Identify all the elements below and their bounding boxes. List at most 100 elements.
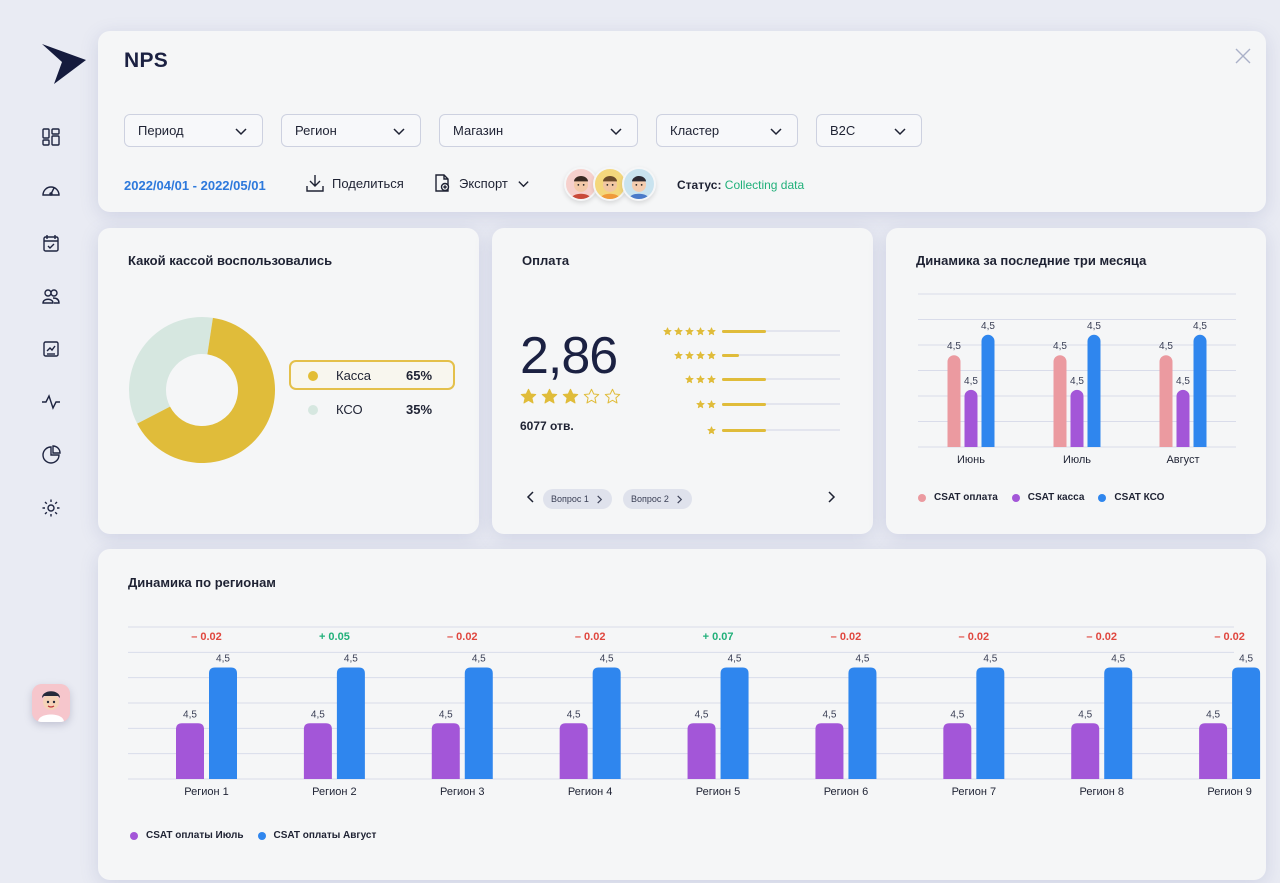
bar-value-label: 4,5 [567,709,581,720]
star-filled-icon [696,326,705,335]
bar[interactable] [336,667,365,779]
filter-cluster[interactable]: Кластер [656,114,798,147]
legend-item-kso[interactable]: КСО 35% [308,402,432,417]
delta-annotation: – 0.02 [191,631,222,643]
bar[interactable] [687,723,716,779]
rating-bar-track [722,377,840,381]
bar[interactable] [943,723,972,779]
logo-icon[interactable] [40,42,88,86]
legend-item-kassa[interactable]: Касса 65% [308,368,432,383]
bar-value-label: 4,5 [472,654,486,665]
star-empty-icon [583,388,600,404]
bar[interactable] [1104,667,1133,779]
header-panel: NPS Период Регион Магазин Кластер B2C 20… [98,31,1266,212]
bar[interactable] [981,334,995,447]
calendar-check-icon[interactable] [40,232,62,254]
delta-annotation: – 0.02 [1086,631,1117,643]
pie-chart-icon[interactable] [40,444,62,466]
chevron-down-icon [770,127,782,135]
filter-period-label: Период [138,123,184,138]
users-icon[interactable] [40,285,62,307]
avatar[interactable] [622,167,656,201]
filter-period[interactable]: Период [124,114,263,147]
chip-label: Вопрос 1 [551,494,589,504]
bar[interactable] [1159,355,1173,447]
delta-annotation: – 0.02 [1214,631,1245,643]
bar[interactable] [176,723,204,779]
bar[interactable] [964,389,978,447]
report-icon[interactable] [40,338,62,360]
settings-icon[interactable] [40,497,62,519]
bar[interactable] [1087,334,1101,447]
regions-bar-chart: 4,5 4,5 – 0.02 Регион 1 4,5 4,5 + 0.05 Регион 2… [128,626,1261,798]
filter-store[interactable]: Магазин [439,114,638,147]
chevron-down-icon [235,127,247,135]
bar-value-label: 4,5 [1111,654,1125,665]
bar-value-label: 4,5 [1239,654,1253,665]
x-tick-label: Регион 2 [312,786,357,798]
bar[interactable] [1176,389,1190,447]
x-tick-label: Регион 9 [1207,786,1252,798]
dashboard-icon[interactable] [40,126,62,148]
bar-value-label: 4,5 [983,654,997,665]
chevron-down-icon [518,180,529,187]
bar[interactable] [815,723,844,779]
delta-annotation: – 0.02 [575,631,606,643]
question-chip-1[interactable]: Вопрос 1 [543,489,612,509]
bar[interactable] [1193,334,1207,447]
question-chip-2[interactable]: Вопрос 2 [623,489,692,509]
activity-icon[interactable] [40,391,62,413]
bar[interactable] [209,667,237,779]
donut-slice-kso[interactable] [129,317,213,424]
star-filled-icon [707,425,716,434]
export-button[interactable]: Экспорт [432,173,530,193]
rating-bar-fill [722,402,766,406]
rating-row [642,348,840,362]
bar[interactable] [303,723,332,779]
download-icon [306,175,324,192]
bar-value-label: 4,5 [311,709,325,720]
bar-value-label: 4,5 [981,321,995,332]
bar[interactable] [464,667,493,779]
close-icon[interactable] [1234,47,1252,65]
donut-slice-kassa[interactable] [137,317,275,463]
bar-value-label: 4,5 [1159,341,1173,352]
bar[interactable] [1232,667,1261,779]
date-range[interactable]: 2022/04/01 - 2022/05/01 [124,178,266,193]
bar[interactable] [947,355,961,447]
collaborators[interactable] [564,167,656,201]
filter-b2c-label: B2C [830,123,856,138]
chevron-left-icon[interactable] [524,490,538,504]
star-filled-icon [707,374,716,383]
bar[interactable] [431,723,460,779]
chart-legend: CSAT оплаты Июль CSAT оплаты Август [130,830,376,841]
bar[interactable] [976,667,1005,779]
legend-dot [1011,493,1020,502]
legend-label: КСО [336,402,363,417]
gauge-icon[interactable] [40,179,62,201]
delta-annotation: – 0.02 [959,631,990,643]
filter-b2c[interactable]: B2C [816,114,922,147]
bar[interactable] [1199,723,1228,779]
star-filled-icon [707,326,716,335]
bar[interactable] [1070,389,1084,447]
rating-bar-track [722,428,840,432]
bar[interactable] [559,723,588,779]
bar[interactable] [1053,355,1067,447]
rating-stars [642,374,716,384]
bar[interactable] [1071,723,1100,779]
bar[interactable] [720,667,749,779]
filter-region[interactable]: Регион [281,114,421,147]
star-filled-icon [663,326,672,335]
chevron-right-icon [597,494,603,504]
chip-label: Вопрос 2 [631,494,669,504]
bar-value-label: 4,5 [1053,341,1067,352]
chevron-right-icon [677,494,683,504]
regions-card: Динамика по регионам 4,5 4,5 – 0.02 Регион … [98,549,1266,880]
user-avatar[interactable] [32,684,70,722]
answers-count: 6077 отв. [520,419,574,433]
share-button[interactable]: Поделиться [305,173,404,193]
bar[interactable] [848,667,877,779]
chevron-right-icon[interactable] [824,490,838,504]
bar[interactable] [592,667,621,779]
